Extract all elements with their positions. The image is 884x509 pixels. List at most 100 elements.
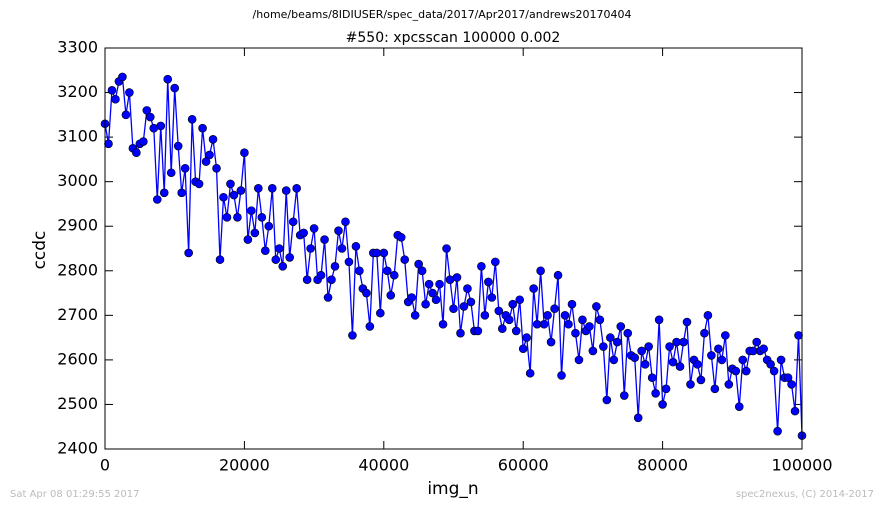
y-tick-label: 3200	[57, 82, 98, 101]
point	[118, 72, 127, 82]
point	[442, 244, 451, 253]
y-tick-label: 2800	[57, 260, 98, 279]
point	[156, 121, 166, 131]
x-tick-label: 80000	[637, 456, 688, 475]
point	[233, 213, 242, 222]
point	[379, 248, 389, 258]
point	[184, 248, 193, 258]
chart-title: #550: xpcsscan 100000 0.002	[346, 30, 561, 46]
point	[661, 384, 671, 394]
point	[166, 168, 176, 178]
point	[152, 195, 162, 204]
point	[508, 299, 518, 309]
point	[473, 326, 483, 336]
point	[208, 135, 218, 144]
point	[539, 319, 549, 329]
y-tick-label: 3300	[57, 38, 98, 57]
x-tick-label: 100000	[771, 456, 832, 475]
point	[606, 333, 615, 342]
point	[714, 344, 723, 354]
y-tick-label: 3000	[57, 171, 98, 190]
plot-frame	[104, 47, 803, 450]
point	[630, 353, 640, 362]
point	[637, 346, 646, 356]
point	[159, 188, 169, 198]
point	[424, 279, 434, 289]
point	[560, 311, 570, 320]
point	[247, 206, 256, 215]
y-axis-label: ccdc	[30, 231, 50, 270]
point	[769, 366, 779, 376]
point	[592, 302, 601, 311]
point	[783, 373, 793, 383]
point	[344, 257, 354, 267]
point	[320, 235, 329, 244]
point	[254, 184, 263, 193]
point	[198, 123, 207, 133]
point	[571, 328, 580, 338]
point	[585, 322, 594, 331]
point	[738, 355, 748, 365]
point	[710, 384, 720, 394]
point	[334, 226, 343, 235]
point	[146, 112, 155, 122]
point	[435, 279, 444, 289]
y-tick-label: 2400	[57, 439, 98, 458]
point	[595, 315, 605, 325]
point	[323, 293, 333, 302]
point	[173, 141, 183, 151]
point	[647, 373, 657, 383]
point	[274, 244, 284, 253]
point	[546, 337, 556, 347]
point	[201, 157, 211, 166]
point	[417, 266, 427, 276]
point	[529, 284, 538, 293]
point	[163, 74, 173, 84]
point	[707, 351, 716, 360]
point	[487, 293, 497, 302]
point	[734, 402, 744, 411]
point	[389, 270, 399, 280]
point	[564, 319, 573, 329]
point	[410, 311, 420, 320]
point	[700, 328, 709, 338]
y-tick-label: 3100	[57, 127, 98, 146]
point	[428, 288, 437, 298]
point	[407, 293, 416, 302]
point	[644, 342, 653, 351]
x-tick-label: 0	[100, 456, 110, 475]
point	[351, 241, 361, 251]
point	[491, 257, 500, 267]
point	[177, 188, 186, 198]
point	[665, 342, 674, 351]
point	[609, 355, 619, 365]
point	[518, 344, 528, 354]
point	[281, 186, 291, 195]
point	[633, 413, 643, 423]
point	[574, 355, 584, 365]
point	[348, 331, 357, 340]
point	[536, 266, 545, 276]
point	[525, 368, 535, 378]
suptitle: /home/beams/8IDIUSER/spec_data/2017/Apr2…	[253, 8, 632, 21]
point	[480, 311, 490, 320]
point	[675, 362, 685, 371]
point	[550, 304, 559, 313]
point	[205, 150, 214, 160]
point	[588, 346, 598, 356]
point	[766, 360, 775, 369]
point	[421, 299, 430, 309]
point	[724, 380, 734, 389]
point	[236, 186, 246, 195]
point	[703, 311, 713, 320]
point	[522, 333, 531, 342]
point	[187, 114, 197, 124]
point	[386, 290, 396, 300]
point	[477, 262, 486, 271]
x-tick-label: 60000	[498, 456, 549, 475]
point	[142, 106, 152, 115]
footer-left: Sat Apr 08 01:29:55 2017	[10, 489, 140, 500]
point	[240, 148, 249, 158]
